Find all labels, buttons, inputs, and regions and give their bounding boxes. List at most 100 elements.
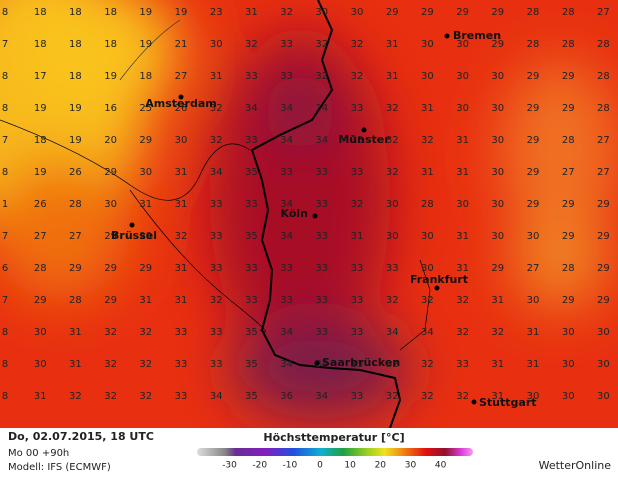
grid-value: 30 <box>562 391 575 402</box>
colorbar-ticks: -30 -20 -10 0 10 20 30 40 <box>222 461 446 471</box>
cities: Bremen Amsterdam Münster Köln Brüssel Frankfu… <box>111 29 537 409</box>
grid-value: 34 <box>280 103 293 114</box>
grid-value: 30 <box>562 327 575 338</box>
grid-value: 32 <box>210 135 223 146</box>
grid-value: 29 <box>139 135 152 146</box>
grid-value: 28 <box>562 135 575 146</box>
grid-value: 33 <box>351 263 364 274</box>
grid-value: 28 <box>597 71 610 82</box>
city-label: Bremen <box>453 29 501 42</box>
grid-value: 31 <box>456 231 469 242</box>
grid-value: 29 <box>69 263 82 274</box>
grid-value: 30 <box>491 71 504 82</box>
grid-value: 26 <box>34 199 47 210</box>
grid-value: 27 <box>597 135 610 146</box>
grid-value: 16 <box>104 103 117 114</box>
colorbar-tick-label: 20 <box>375 461 387 471</box>
grid-value: 28 <box>69 295 82 306</box>
grid-value: 19 <box>34 103 47 114</box>
grid-value: 30 <box>456 39 469 50</box>
grid-value: 33 <box>245 263 258 274</box>
model: Modell: IFS (ECMWF) <box>8 462 111 473</box>
grid-value: 19 <box>139 7 152 18</box>
grid-value: 29 <box>34 295 47 306</box>
grid-value: 33 <box>280 295 293 306</box>
grid-value: 32 <box>351 39 364 50</box>
grid-value: 31 <box>351 231 364 242</box>
grid-value: 31 <box>386 39 399 50</box>
grid-value: 29 <box>597 199 610 210</box>
grid-value: 32 <box>386 135 399 146</box>
grid-value: 30 <box>210 39 223 50</box>
grid-value: 33 <box>351 295 364 306</box>
grid-value: 28 <box>597 103 610 114</box>
grid-value: 34 <box>280 199 293 210</box>
grid-value: 29 <box>562 71 575 82</box>
grid-value: 33 <box>351 391 364 402</box>
grid-value: 29 <box>139 231 152 242</box>
grid-value: 30 <box>597 391 610 402</box>
grid-value: 18 <box>69 39 82 50</box>
grid-value: 34 <box>280 135 293 146</box>
grid-value: 32 <box>104 391 117 402</box>
grid-value: 7 <box>2 39 8 50</box>
grid-value: 34 <box>245 103 258 114</box>
grid-value: 33 <box>280 71 293 82</box>
grid-value: 31 <box>69 327 82 338</box>
grid-value: 19 <box>34 167 47 178</box>
grid-value: 29 <box>491 39 504 50</box>
grid-value: 32 <box>386 359 399 370</box>
grid-value: 32 <box>421 135 434 146</box>
grid-value: 32 <box>386 391 399 402</box>
grid-value: 29 <box>597 295 610 306</box>
grid-value: 33 <box>245 71 258 82</box>
colorbar-tick-label: 10 <box>344 461 356 471</box>
city-label: Frankfurt <box>410 273 468 286</box>
colorbar-tick-label: 30 <box>405 461 417 471</box>
grid-value: 8 <box>2 167 8 178</box>
grid-value: 20 <box>104 135 117 146</box>
grid-value: 31 <box>527 359 540 370</box>
grid-value: 33 <box>315 295 328 306</box>
grid-value: 19 <box>175 7 188 18</box>
grid-value: 29 <box>139 263 152 274</box>
city-dot <box>444 33 450 39</box>
grid-value: 29 <box>104 231 117 242</box>
grid-value: 32 <box>386 167 399 178</box>
grid-value: 27 <box>34 231 47 242</box>
grid-value: 33 <box>315 167 328 178</box>
grid-value: 34 <box>421 327 434 338</box>
grid-value: 31 <box>34 391 47 402</box>
grid-value: 33 <box>351 359 364 370</box>
city-label: Saarbrücken <box>322 356 400 369</box>
grid-value: 33 <box>351 135 364 146</box>
grid-value: 31 <box>491 295 504 306</box>
grid-value: 8 <box>2 359 8 370</box>
grid-value: 32 <box>280 7 293 18</box>
grid-value: 28 <box>597 39 610 50</box>
grid-value: 27 <box>562 167 575 178</box>
grid-value: 29 <box>491 7 504 18</box>
grid-value: 30 <box>175 135 188 146</box>
grid-value: 30 <box>491 167 504 178</box>
grid-value: 34 <box>386 327 399 338</box>
grid-value: 33 <box>210 263 223 274</box>
grid-value: 31 <box>139 199 152 210</box>
grid-value: 29 <box>527 103 540 114</box>
grid-value: 29 <box>421 7 434 18</box>
grid-value: 26 <box>175 103 188 114</box>
grid-value: 28 <box>527 39 540 50</box>
grid-value: 30 <box>597 327 610 338</box>
grid-value: 33 <box>245 199 258 210</box>
grid-value: 6 <box>2 263 8 274</box>
colorbar <box>197 448 473 456</box>
grid-value: 29 <box>104 263 117 274</box>
city-label: Köln <box>281 207 309 220</box>
grid-value: 33 <box>175 391 188 402</box>
grid-value: 18 <box>104 7 117 18</box>
grid-value: 34 <box>315 359 328 370</box>
colorbar-tick-label: -10 <box>282 461 297 471</box>
grid-value: 19 <box>104 71 117 82</box>
grid-value: 29 <box>527 199 540 210</box>
grid-value: 31 <box>491 359 504 370</box>
